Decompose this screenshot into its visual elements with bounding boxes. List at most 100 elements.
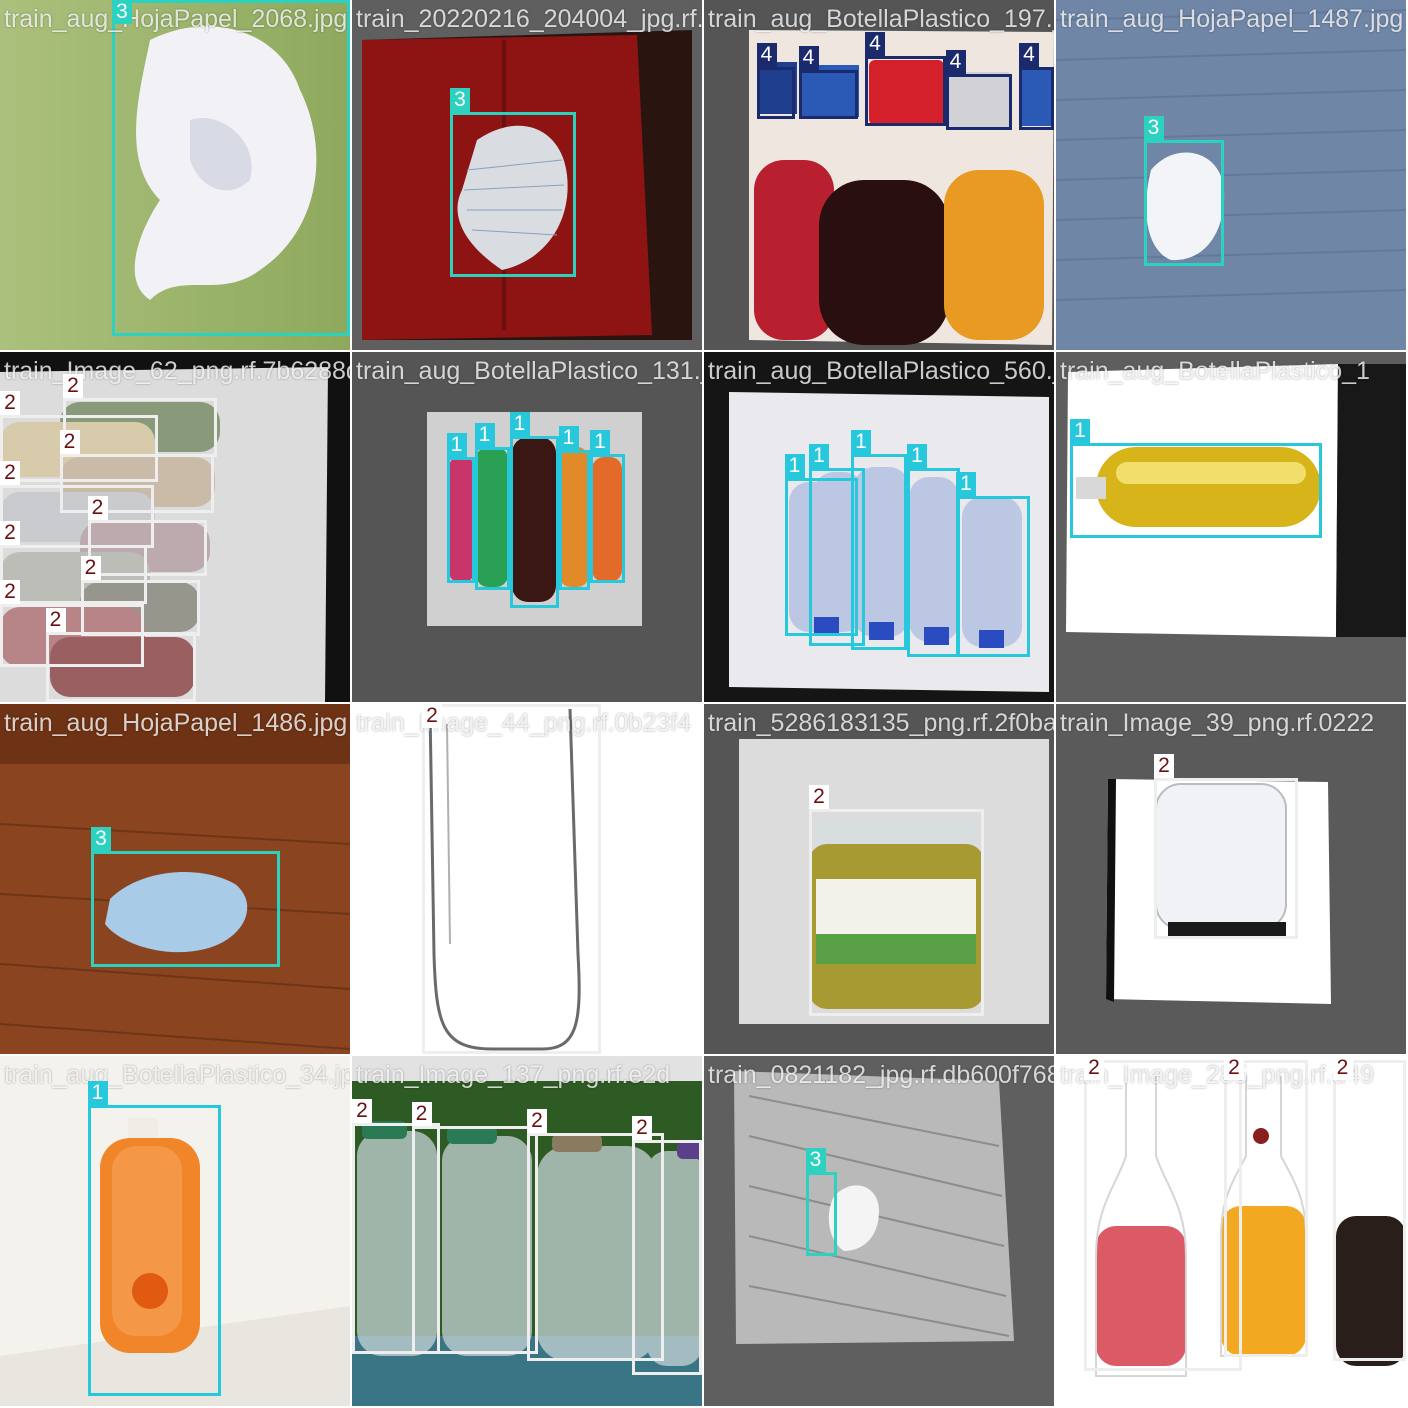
class-label: 2 [1084,1056,1104,1080]
class-label: 4 [945,49,966,74]
tile-image [704,352,1054,702]
tile-4: 3 train_aug_HojaPapel_1487.jpg [1056,0,1406,350]
class-label: 3 [450,88,470,112]
bbox-class-1 [956,495,1030,657]
class-label: 4 [798,46,819,70]
tile-11: 2 train_5286183135_png.rf.2f0baf4 [704,704,1054,1054]
class-label: 1 [956,471,976,496]
tile-image [704,704,1054,1054]
bbox-class-2 [87,520,207,576]
bbox-class-2 [632,1140,702,1375]
class-label: 2 [0,580,20,604]
class-label: 1 [474,422,495,447]
class-label: 3 [805,1147,826,1172]
class-label: 2 [632,1116,652,1140]
tile-15: 3 train_0821182_jpg.rf.db600f768 [704,1056,1054,1406]
class-label: 2 [0,391,20,415]
class-label: 2 [422,704,442,728]
bbox-class-2 [352,1122,440,1354]
tile-7: 1 1 1 1 1 train_aug_BotellaPlastico_560.jpg [704,352,1054,702]
bbox-class-2 [411,1126,538,1354]
bbox-class-2 [0,544,147,604]
bbox-class-1 [907,467,960,657]
tile-14: 2 2 2 2 train_Image_137_png.rf.e2d [352,1056,702,1406]
tile-2: 3train_20220216_204004_jpg.rf.31aac3a052… [352,0,702,350]
class-label: 2 [411,1102,432,1126]
class-label: 2 [63,373,83,398]
tile-image [1056,1056,1406,1406]
bbox-class-3 [805,1171,837,1256]
tile-6: 1 1 1 1 1 train_aug_BotellaPlastico_131.jpg [352,352,702,702]
bbox-class-2 [527,1133,664,1361]
class-label: 1 [784,454,805,478]
tile-8: 1 train_aug_BotellaPlastico_1 [1056,352,1406,702]
bbox-class-3 [112,0,350,336]
bbox-class-2 [1084,1059,1242,1371]
class-label: 1 [809,443,829,468]
tile-image [0,704,350,1054]
bbox-class-2 [0,604,144,667]
tile-image [1056,352,1406,702]
bbox-class-4 [945,73,1012,130]
class-label: 1 [558,426,579,450]
bbox-class-1 [509,436,559,608]
class-label: 2 [352,1098,372,1123]
bbox-class-1 [1070,443,1322,538]
class-label: 2 [80,555,101,580]
bbox-class-2 [809,809,984,1016]
class-label: 2 [0,520,20,545]
bbox-class-2 [422,704,601,1054]
class-label: 2 [0,461,20,485]
class-label: 3 [91,827,111,851]
class-label: 2 [87,496,108,520]
class-label: 2 [59,429,80,454]
tile-9: 3 train_aug_HojaPapel_1486.jpg [0,704,350,1054]
bbox-class-2 [59,453,214,513]
tile-image [0,0,350,350]
tile-1: 3 train_aug_HojaPapel_2068.jpg [0,0,350,350]
class-label: 3 [1143,116,1164,140]
tile-10: 2 train_Image_44_png.rf.0b23f4 [352,704,702,1054]
class-label: 2 [1154,753,1174,778]
bbox-class-2 [1224,1059,1308,1357]
class-label: 2 [45,608,66,632]
class-label: 1 [1070,419,1090,443]
bbox-class-1 [558,450,590,590]
bbox-class-1 [446,457,475,583]
class-label: 2 [809,785,829,809]
class-label: 1 [590,429,610,454]
bbox-class-3 [450,112,576,277]
tile-image [0,1056,350,1406]
class-label: 2 [1224,1056,1244,1080]
tile-5: 222222222train_Image_62_png.rf.7b6288d5f… [0,352,350,702]
class-label: 3 [112,0,132,24]
class-label: 4 [756,42,777,67]
bbox-class-1 [809,467,865,646]
tile-image [352,704,702,1054]
tile-16: 2 2 2 train_Image_285_png.rf.d49 [1056,1056,1406,1406]
tile-12: 2 train_Image_39_png.rf.0222 [1056,704,1406,1054]
tile-image [352,0,702,350]
bbox-class-2 [1154,777,1298,939]
class-label: 2 [527,1109,547,1133]
bbox-class-1 [851,453,907,650]
class-label: 2 [1332,1056,1353,1080]
bbox-class-1 [87,1105,221,1396]
bbox-class-2 [1332,1059,1406,1361]
bbox-class-1 [590,453,625,583]
class-label: 1 [446,433,467,457]
bbox-class-2 [45,632,196,702]
bbox-class-1 [474,446,510,590]
tile-3: 4 4 4 4 4 train_aug_BotellaPlastico_197.jpg [704,0,1054,350]
class-label: 1 [907,443,927,468]
bbox-class-4 [756,66,795,119]
tile-image [1056,704,1406,1054]
bbox-class-1 [784,478,858,636]
tile-image [1056,0,1406,350]
bbox-class-4 [1019,66,1054,130]
bbox-class-4 [865,56,946,126]
tile-13: 1 train_aug_BotellaPlastico_34.jpg [0,1056,350,1406]
class-label: 4 [865,32,885,56]
bbox-class-2 [0,415,158,482]
